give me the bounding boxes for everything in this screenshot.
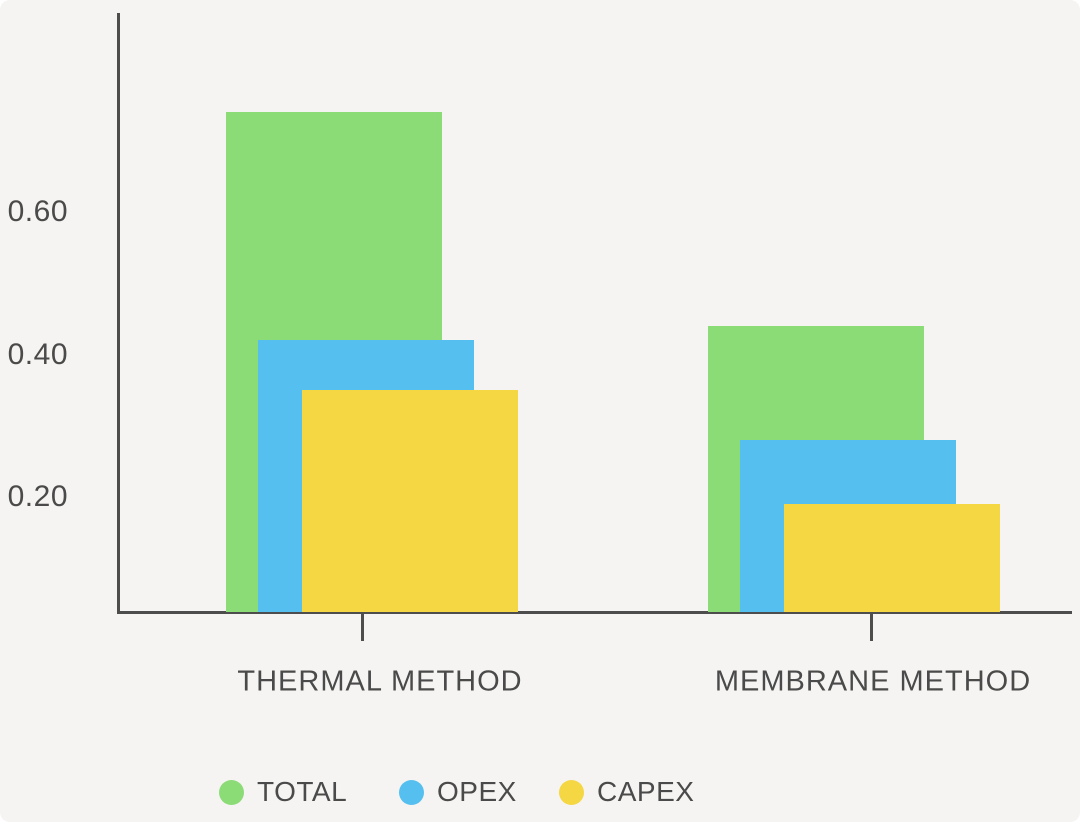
bar-capex-membrane-method <box>784 504 1000 612</box>
legend-label-opex: OPEX <box>437 776 517 807</box>
x-tick-membrane-method <box>870 614 873 641</box>
y-tick-label-0-20: 0.20 <box>7 480 68 513</box>
x-category-label-thermal-method: THERMAL METHOD <box>237 665 523 698</box>
y-axis-line <box>117 13 120 614</box>
legend-dot-capex-icon <box>559 779 584 805</box>
x-axis-line <box>117 611 1072 614</box>
legend-dot-total-icon <box>219 779 244 805</box>
legend-item-total: TOTAL <box>219 776 347 808</box>
x-tick-thermal-method <box>361 614 364 641</box>
x-category-label-membrane-method: MEMBRANE METHOD <box>714 665 1032 698</box>
legend-label-capex: CAPEX <box>597 776 695 807</box>
y-tick-label-0-40: 0.40 <box>7 337 68 371</box>
legend-label-total: TOTAL <box>257 776 348 807</box>
bar-capex-thermal-method <box>302 390 518 612</box>
legend-dot-opex-icon <box>399 779 424 805</box>
y-tick-label-0-60: 0.60 <box>7 195 68 228</box>
legend-item-capex: CAPEX <box>559 776 694 808</box>
legend-item-opex: OPEX <box>399 776 517 808</box>
